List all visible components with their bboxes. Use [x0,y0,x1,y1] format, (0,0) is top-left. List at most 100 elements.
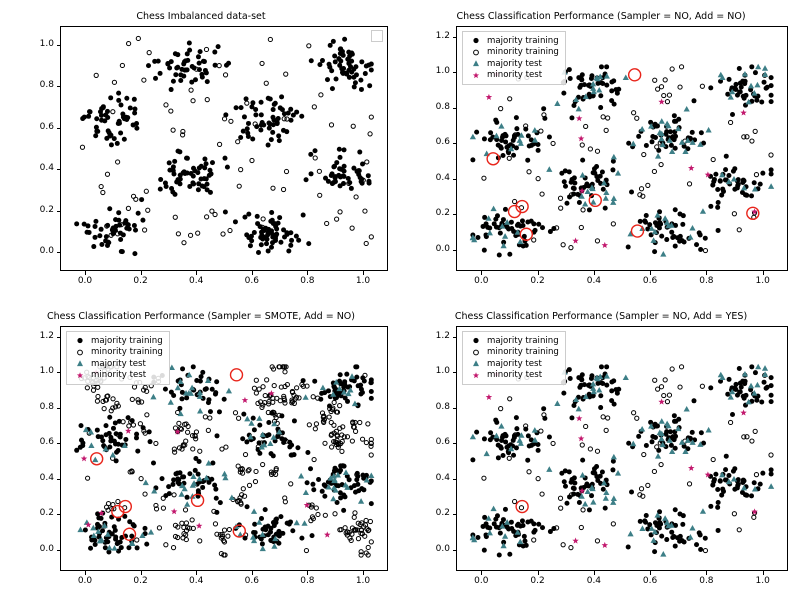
x-tick-mark [593,571,595,575]
y-tick-mark [452,143,456,145]
legend-item-triangle: majority test [467,358,560,370]
series-minority-training [78,364,374,558]
legend-label: minority test [487,370,543,381]
scatter-layer [74,35,374,257]
x-tick-mark [363,571,364,575]
x-tick-label: 0.2 [133,276,148,286]
y-tick-label: 0.2 [39,508,54,519]
x-tick-mark [650,271,652,275]
legend-label: majority training [487,35,559,46]
x-tick-mark [85,271,86,275]
x-tick-label: 1.0 [755,576,770,586]
x-tick-mark [363,271,364,275]
x-tick-label: 1.0 [355,576,371,586]
panel-sampler-no-add-no: Chess Classification Performance (Sample… [408,6,794,293]
y-tick-label: 1.0 [435,366,450,377]
legend-label: minority training [487,47,559,58]
y-tick-mark [452,443,456,445]
x-tick-label: 0.4 [189,276,204,286]
legend-label: majority training [91,335,163,346]
star-icon [467,370,485,381]
legend-label: majority training [487,335,559,346]
x-tick-mark [762,271,764,275]
y-tick-label: 0.0 [39,246,54,257]
x-tick-label: 0.8 [300,576,315,586]
x-tick-label: 0.4 [586,576,602,586]
x-tick-mark [307,271,309,275]
x-tick-label: 0.6 [642,576,658,586]
y-tick-mark [56,127,60,129]
legend[interactable]: majority training minority training majori… [462,31,566,85]
series-majority-test [469,63,775,257]
panel-title: Chess Classification Performance (Sample… [454,311,748,322]
x-tick-mark [481,571,483,575]
x-tick-label: 0.8 [699,276,714,286]
legend-label: minority training [91,347,163,358]
filled-circle-icon [467,335,485,346]
x-tick-mark [481,271,483,275]
y-tick-label: 0.4 [435,472,450,483]
x-tick-mark [537,271,539,275]
legend-item-star: minority test [467,370,560,382]
x-tick-label: 0.0 [77,576,93,586]
legend-label: majority test [487,58,542,69]
y-tick-label: 0.4 [39,163,54,174]
empty-legend-box[interactable] [371,30,383,42]
y-tick-label: 0.0 [435,243,450,254]
y-tick-label: 0.0 [39,543,54,554]
y-tick-label: 0.6 [39,437,54,448]
y-tick-mark [56,549,60,551]
y-tick-mark [452,107,456,109]
scatter-layer [469,363,775,558]
y-tick-mark [452,407,456,409]
legend-label: majority test [91,358,146,369]
legend[interactable]: majority training minority training majori… [66,331,170,385]
y-tick-label: 0.8 [39,80,54,91]
panel-dataset: Chess Imbalanced data-set 0.0 0.2 0.4 0.6 0.8… [8,6,394,293]
misclassified-markers [89,368,246,541]
x-tick-label: 0.8 [300,276,315,286]
y-tick-label: 0.6 [435,137,450,148]
series-majority-training [74,36,374,257]
x-tick-mark [593,271,595,275]
y-tick-label: 1.0 [39,366,54,377]
y-tick-label: 0.2 [435,208,450,219]
filled-circle-icon [71,335,89,346]
x-tick-mark [650,571,652,575]
legend-item-open-circle: minority training [71,347,164,359]
y-tick-mark [56,443,60,445]
legend-item-triangle: majority test [71,358,164,370]
x-tick-mark [140,571,142,575]
legend-item-star: minority test [71,370,164,382]
panel-sampler-smote-add-no: Chess Classification Performance (Sample… [8,300,394,592]
legend[interactable]: majority training minority training majori… [462,331,566,385]
x-tick-mark [307,571,309,575]
y-tick-label: 1.0 [435,66,450,77]
triangle-icon [467,358,485,369]
y-tick-label: 0.6 [435,437,450,448]
y-tick-mark [452,478,456,480]
scatter-layer [74,364,375,558]
x-tick-label: 0.0 [474,276,489,286]
y-tick-mark [452,372,456,374]
y-tick-label: 0.0 [435,543,450,554]
y-tick-label: 1.2 [39,330,54,341]
y-tick-mark [56,478,60,480]
y-tick-label: 0.4 [435,172,450,183]
star-icon [71,370,89,381]
y-tick-label: 0.8 [39,401,54,412]
scatter-layer [469,63,775,258]
open-circle-icon [467,47,485,58]
x-tick-mark [85,571,86,575]
legend-item-star: minority test [467,70,560,82]
x-tick-label: 0.8 [699,576,714,586]
x-tick-label: 0.6 [244,276,259,286]
misclassified-markers [486,68,760,241]
legend-item-open-circle: minority training [467,347,560,359]
y-tick-mark [56,514,60,516]
triangle-icon [71,358,89,369]
x-tick-label: 0.6 [642,276,658,286]
y-tick-mark [452,249,456,251]
y-tick-mark [452,214,456,216]
